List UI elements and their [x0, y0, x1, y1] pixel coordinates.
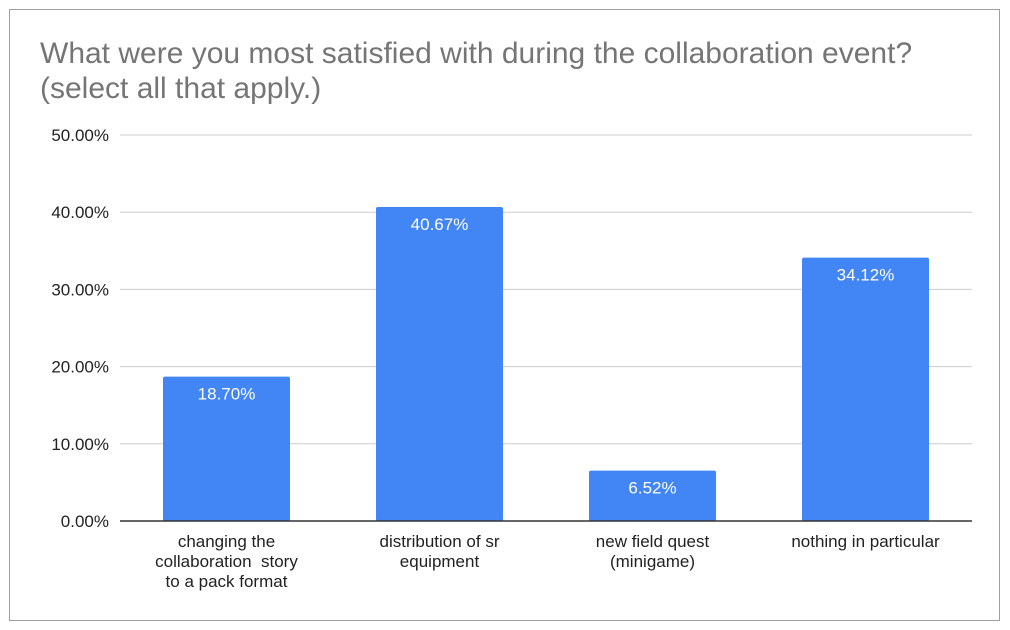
data-label: 6.52% — [628, 479, 676, 498]
x-category-label-line: nothing in particular — [791, 532, 940, 551]
y-tick-label: 30.00% — [51, 280, 109, 299]
bar — [163, 376, 290, 521]
x-category-label-line: changing the — [178, 532, 275, 551]
x-category-label: new field quest (minigame) — [596, 532, 710, 571]
x-category-label-line: to a pack format — [166, 572, 288, 591]
x-category-label-line: collaboration story — [155, 552, 298, 571]
x-category-label: nothing in particular — [791, 532, 940, 551]
x-category-label: changing the collaboration story to a pack… — [155, 532, 298, 591]
x-category-label-line: new field quest — [596, 532, 710, 551]
data-label: 18.70% — [198, 385, 256, 404]
bar — [802, 257, 929, 521]
x-category-label-line: (minigame) — [610, 552, 695, 571]
x-category-label-line: distribution of sr — [380, 532, 500, 551]
y-tick-label: 20.00% — [51, 358, 109, 377]
x-category-label: distribution of sr equipment — [380, 532, 500, 571]
y-tick-label: 50.00% — [51, 126, 109, 145]
x-category-label-line: equipment — [400, 552, 480, 571]
data-label: 34.12% — [837, 266, 895, 285]
y-tick-label: 10.00% — [51, 435, 109, 454]
y-tick-label: 0.00% — [61, 512, 109, 531]
bar — [376, 207, 503, 522]
data-label: 40.67% — [411, 215, 469, 234]
chart-title: What were you most satisfied with during… — [40, 37, 913, 105]
bar — [589, 470, 716, 521]
y-tick-label: 40.00% — [51, 203, 109, 222]
